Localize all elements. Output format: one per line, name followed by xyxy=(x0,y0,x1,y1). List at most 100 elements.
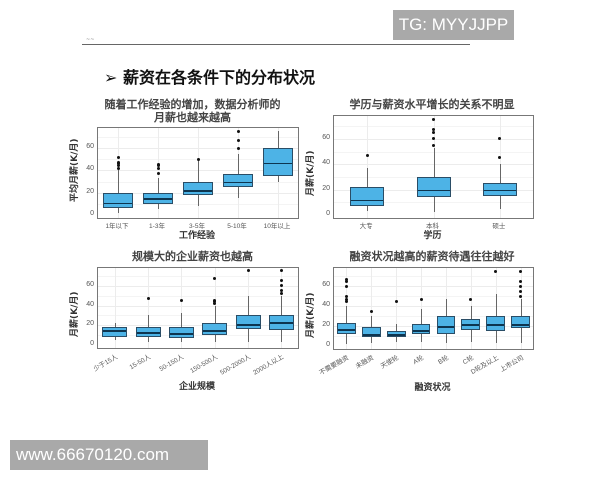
median-line xyxy=(236,324,260,326)
outlier-point xyxy=(279,289,283,293)
plot-panel xyxy=(97,127,299,219)
gridline xyxy=(334,306,533,307)
outlier-point xyxy=(156,163,160,167)
outlier-point xyxy=(519,279,523,283)
y-tick-label: 40 xyxy=(86,300,94,308)
outlier-point xyxy=(365,153,369,157)
outlier-point xyxy=(156,172,160,176)
median-line xyxy=(264,162,292,165)
outlier-point xyxy=(519,269,523,273)
outlier-point xyxy=(394,299,398,303)
outlier-point xyxy=(432,137,435,141)
box xyxy=(461,319,481,330)
plot-panel xyxy=(333,115,534,219)
gridline xyxy=(334,336,533,337)
median-line xyxy=(104,202,132,205)
median-line xyxy=(487,324,505,326)
outlier-point xyxy=(279,279,283,283)
box xyxy=(268,315,294,331)
y-tick-label: 20 xyxy=(322,321,330,328)
median-line xyxy=(224,181,252,184)
header-divider xyxy=(82,44,470,45)
outlier-point xyxy=(246,269,250,273)
y-tick-label: 40 xyxy=(86,165,94,173)
outlier-point xyxy=(344,284,348,288)
x-tick-label: 大专 xyxy=(359,223,373,230)
median-line xyxy=(103,330,127,332)
outlier-point xyxy=(116,166,120,170)
outlier-point xyxy=(196,157,200,161)
gridline xyxy=(98,275,298,277)
box xyxy=(337,323,356,334)
box xyxy=(263,148,293,176)
x-tick-label: 10年以上 xyxy=(263,223,291,230)
y-axis-label: 月薪(K/月) xyxy=(70,291,80,338)
gridline-vertical xyxy=(371,268,373,349)
outlier-point xyxy=(344,294,348,298)
outlier-point xyxy=(236,138,240,142)
box xyxy=(235,315,261,330)
box xyxy=(202,323,228,336)
outlier-point xyxy=(519,284,523,288)
outlier-point xyxy=(179,299,183,303)
median-line xyxy=(417,189,450,192)
median-line xyxy=(203,330,227,332)
median-line xyxy=(512,324,529,326)
median-line xyxy=(136,332,160,334)
outlier-point xyxy=(344,279,348,283)
y-tick-label: 20 xyxy=(86,187,94,195)
gridline xyxy=(98,285,298,287)
gridline xyxy=(334,326,533,327)
x-axis-label: 工作经验 xyxy=(178,231,215,241)
outlier-point xyxy=(432,128,435,132)
box xyxy=(168,327,194,339)
box xyxy=(411,324,431,334)
median-line xyxy=(351,199,384,202)
outlier-point xyxy=(498,156,502,160)
x-tick-label: 本科 xyxy=(426,223,439,230)
outlier-point xyxy=(213,299,217,303)
outlier-point xyxy=(279,284,283,288)
outlier-point xyxy=(279,292,283,296)
median-line xyxy=(387,334,405,336)
box xyxy=(143,192,173,204)
median-line xyxy=(144,198,172,200)
box xyxy=(135,327,161,338)
box xyxy=(386,331,406,337)
header-mark: ~~ xyxy=(86,37,95,43)
outlier-point xyxy=(146,297,150,301)
plot-panel xyxy=(333,267,534,350)
gridline xyxy=(98,335,298,337)
box xyxy=(361,327,381,337)
median-line xyxy=(362,334,380,336)
outlier-point xyxy=(213,277,217,281)
gridline-vertical xyxy=(421,268,423,349)
median-line xyxy=(462,324,480,326)
x-axis-label: 企业规模 xyxy=(178,382,215,392)
outlier-point xyxy=(116,164,120,168)
y-tick-label: 60 xyxy=(322,281,330,288)
x-axis-label: 融资状况 xyxy=(414,383,451,393)
outlier-point xyxy=(279,269,283,273)
y-tick-label: 40 xyxy=(322,301,330,308)
median-line xyxy=(338,329,355,331)
outlier-point xyxy=(494,269,498,273)
y-tick-label: 0 xyxy=(90,210,94,217)
gridline-vertical xyxy=(367,116,369,218)
box xyxy=(486,316,506,331)
box xyxy=(103,192,133,209)
box xyxy=(183,181,213,195)
gridline-vertical xyxy=(181,268,183,348)
x-tick-label: 1年以下 xyxy=(105,223,129,230)
y-axis-label: 月薪(K/月) xyxy=(306,292,316,338)
gridline xyxy=(98,295,298,297)
outlier-point xyxy=(344,277,348,281)
watermark-url: www.66670120.com xyxy=(10,440,208,470)
gridline xyxy=(98,305,298,307)
y-tick-label: 40 xyxy=(322,159,330,167)
y-tick-label: 0 xyxy=(326,210,330,217)
median-line xyxy=(437,326,455,328)
gridline xyxy=(98,315,298,317)
chart-title-line2: 月薪也越来越高 xyxy=(154,111,231,124)
outlier-point xyxy=(519,289,523,293)
